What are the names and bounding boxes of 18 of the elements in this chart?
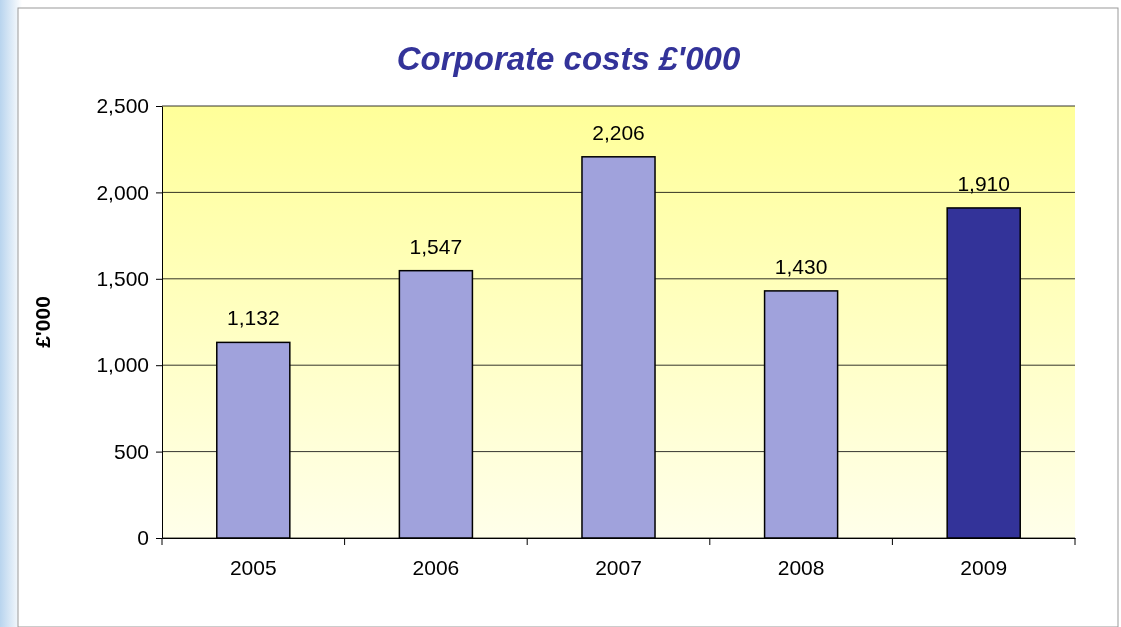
data-label: 1,910 [957, 171, 1010, 195]
y-axis-title: £'000 [31, 296, 54, 348]
y-tick-label: 1,500 [96, 267, 149, 291]
x-tick-label: 2007 [595, 555, 642, 579]
data-label: 1,430 [774, 254, 828, 278]
y-tick-label: 0 [137, 526, 149, 550]
y-tick-label: 2,500 [96, 94, 149, 118]
data-label: 1,547 [409, 234, 463, 258]
x-tick-label: 2009 [960, 555, 1008, 579]
x-tick-label: 2008 [777, 555, 825, 579]
x-tick-label: 2005 [229, 555, 277, 579]
y-tick-label: 1,000 [96, 353, 149, 377]
y-tick-label: 2,000 [96, 180, 149, 204]
data-label: 2,206 [592, 120, 645, 144]
x-tick-label: 2006 [412, 555, 460, 579]
data-label: 1,132 [227, 306, 280, 330]
y-tick-label: 500 [113, 439, 149, 463]
chart-title: Corporate costs £'000 [396, 40, 741, 77]
